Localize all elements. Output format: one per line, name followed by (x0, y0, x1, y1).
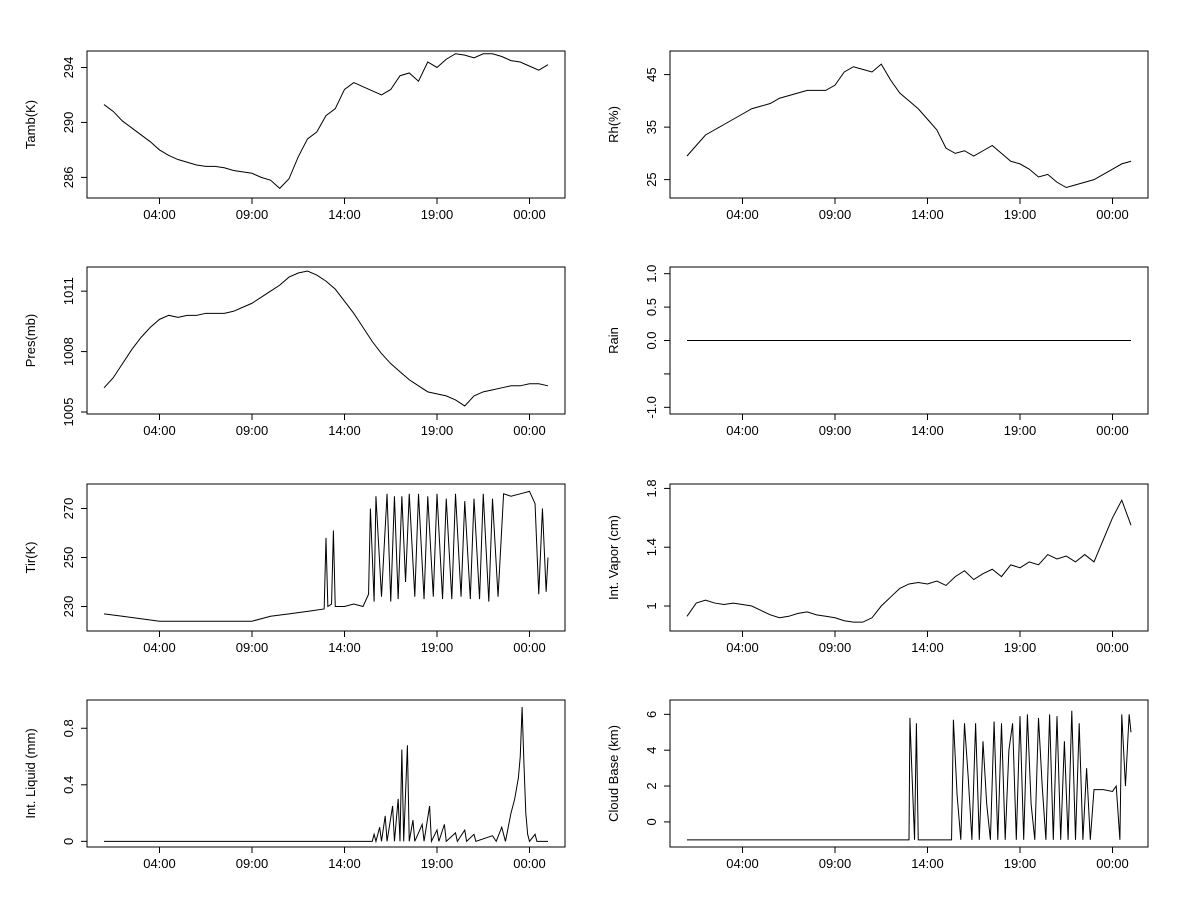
x-tick-label: 19:00 (1004, 856, 1037, 871)
y-tick-label: 1.4 (644, 538, 659, 556)
panel-8: 04:00 09:00 14:00 19:00 00:00 0 2 4 6 Cloud Base … (606, 699, 1149, 871)
y-tick-label: 1005 (61, 398, 76, 427)
y-tick-label: 0 (61, 838, 76, 845)
y-tick-label: 0.5 (644, 298, 659, 316)
x-tick-label: 04:00 (726, 207, 759, 222)
x-tick-label: 00:00 (1096, 423, 1129, 438)
x-tick-label: 00:00 (513, 856, 546, 871)
y-axis-label: Tir(K) (23, 541, 38, 573)
x-tick-label: 14:00 (328, 207, 361, 222)
series-line (686, 63, 1132, 189)
y-tick-label: 1 (644, 602, 659, 609)
y-axis-label: Tamb(K) (23, 100, 38, 149)
x-tick-label: 09:00 (236, 423, 269, 438)
y-tick-label: 4 (644, 747, 659, 754)
y-tick-label: 1011 (61, 277, 76, 305)
panel-7: 04:00 09:00 14:00 19:00 00:00 0 0.4 0.8 Int. Liq… (23, 699, 566, 871)
y-tick-label: 0 (644, 818, 659, 825)
y-axis-label: Cloud Base (km) (606, 725, 621, 822)
series-line (103, 270, 549, 407)
x-tick-label: 09:00 (819, 423, 852, 438)
series-line (687, 710, 1132, 841)
x-tick-label: 14:00 (328, 856, 361, 871)
panel-2: 04:00 09:00 14:00 19:00 00:00 25 35 45 Rh(%) (606, 50, 1149, 222)
y-axis-label: Pres(mb) (23, 314, 38, 367)
y-tick-label: 290 (61, 112, 76, 134)
x-tick-label: 14:00 (911, 856, 944, 871)
x-tick-label: 00:00 (1096, 640, 1129, 655)
series-line (104, 707, 548, 844)
x-tick-label: 09:00 (236, 207, 269, 222)
y-tick-label: 1008 (61, 337, 76, 366)
x-tick-label: 04:00 (143, 856, 176, 871)
panel-3: 04:00 09:00 14:00 19:00 00:00 1005 1008 1011 Pre… (23, 266, 566, 438)
plot-frame (86, 266, 566, 415)
plot-frame (86, 699, 566, 848)
x-tick-label: 09:00 (236, 640, 269, 655)
x-tick-label: 04:00 (143, 207, 176, 222)
x-tick-label: 09:00 (819, 640, 852, 655)
y-axis-label: Int. Liquid (mm) (23, 728, 38, 818)
x-tick-label: 19:00 (1004, 423, 1037, 438)
y-tick-label: 0.8 (61, 719, 76, 737)
y-axis-label: Rh(%) (606, 106, 621, 143)
y-tick-label: 0.0 (644, 331, 659, 349)
x-tick-label: 04:00 (726, 640, 759, 655)
x-tick-label: 14:00 (911, 423, 944, 438)
x-tick-label: 04:00 (726, 856, 759, 871)
panel-5: 04:00 09:00 14:00 19:00 00:00 230 250 270 Tir(K) (23, 483, 566, 655)
y-tick-label: 35 (644, 120, 659, 134)
plot-frame (86, 50, 566, 199)
y-tick-label: 270 (61, 498, 76, 520)
series-line (686, 498, 1132, 623)
y-tick-label: 1.8 (644, 479, 659, 497)
x-tick-label: 00:00 (1096, 207, 1129, 222)
x-tick-label: 19:00 (421, 640, 454, 655)
x-tick-label: 14:00 (328, 423, 361, 438)
x-tick-label: 09:00 (819, 207, 852, 222)
series-line (103, 490, 549, 622)
x-tick-label: 09:00 (819, 856, 852, 871)
x-tick-label: 04:00 (143, 423, 176, 438)
x-tick-label: 00:00 (513, 640, 546, 655)
x-tick-label: 09:00 (236, 856, 269, 871)
x-tick-label: 19:00 (421, 856, 454, 871)
panel-1: 04:00 09:00 14:00 19:00 00:00 286 290 294 Tamb(K… (23, 50, 566, 222)
x-tick-label: 19:00 (421, 423, 454, 438)
y-axis-label: Rain (606, 327, 621, 354)
y-tick-label: 2 (644, 782, 659, 789)
y-tick-label: 230 (61, 596, 76, 618)
x-tick-label: 14:00 (911, 207, 944, 222)
y-tick-label: -1.0 (644, 396, 659, 418)
y-axis-label: Int. Vapor (cm) (606, 515, 621, 600)
x-tick-label: 04:00 (143, 640, 176, 655)
x-tick-label: 00:00 (513, 423, 546, 438)
x-tick-label: 19:00 (1004, 207, 1037, 222)
y-tick-label: 0.4 (61, 776, 76, 794)
y-tick-label: 45 (644, 67, 659, 81)
y-tick-label: 6 (644, 711, 659, 718)
plot-frame (669, 483, 1149, 632)
y-tick-label: 286 (61, 167, 76, 189)
x-tick-label: 14:00 (328, 640, 361, 655)
series-line (103, 53, 549, 190)
x-tick-label: 19:00 (1004, 640, 1037, 655)
x-tick-label: 00:00 (1096, 856, 1129, 871)
y-tick-label: 25 (644, 172, 659, 186)
y-tick-label: 294 (61, 57, 76, 79)
x-tick-label: 00:00 (513, 207, 546, 222)
plot-frame (669, 699, 1149, 848)
panel-6: 04:00 09:00 14:00 19:00 00:00 1 1.4 1.8 Int. Vap… (606, 479, 1149, 655)
x-tick-label: 19:00 (421, 207, 454, 222)
x-tick-label: 14:00 (911, 640, 944, 655)
plot-frame (669, 50, 1149, 199)
y-tick-label: 1.0 (644, 265, 659, 283)
y-tick-label: 250 (61, 547, 76, 569)
panel-4: 04:00 09:00 14:00 19:00 00:00 -1.0 0.0 0.5 1.0 Ra… (606, 265, 1149, 438)
x-tick-label: 04:00 (726, 423, 759, 438)
